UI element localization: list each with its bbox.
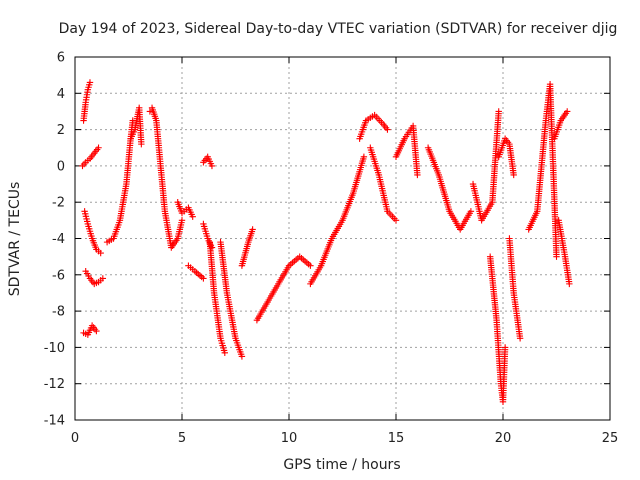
data-point (178, 217, 186, 224)
data-point (307, 262, 314, 269)
y-tick-label: 6 (57, 51, 65, 66)
chart-title: Day 194 of 2023, Sidereal Day-to-day VTE… (59, 21, 618, 37)
data-point (467, 208, 475, 215)
data-point (360, 153, 368, 161)
data-point (95, 144, 102, 151)
data-point (238, 353, 246, 360)
y-axis-label: SDTVAR / TECUs (7, 182, 23, 297)
data-point (221, 349, 228, 357)
y-tick-label: 0 (57, 159, 65, 174)
data-point (93, 327, 100, 335)
y-tick-label: -2 (52, 196, 65, 211)
data-point (99, 275, 107, 282)
data-point (553, 253, 560, 260)
y-tick-label: -12 (44, 377, 65, 392)
x-tick-label: 25 (602, 431, 619, 446)
data-point (249, 226, 256, 233)
data-point (86, 79, 94, 86)
y-tick-label: -4 (52, 232, 65, 247)
y-tick-label: 4 (57, 87, 65, 102)
data-point (516, 335, 524, 342)
data-point (392, 217, 400, 224)
y-tick-label: -10 (44, 341, 65, 356)
data-point (501, 344, 509, 351)
y-tick-label: -8 (52, 305, 65, 320)
data-point (495, 108, 502, 115)
y-tick-label: 2 (57, 123, 65, 138)
x-tick-labels: 0 5 10 15 20 25 (71, 431, 618, 446)
x-tick-label: 10 (281, 431, 298, 446)
data-point (566, 280, 573, 288)
y-tick-label: -6 (52, 268, 65, 283)
data-point (414, 171, 421, 179)
axis-ticks (74, 56, 611, 421)
grid (75, 57, 610, 420)
data-point (510, 171, 517, 179)
x-tick-label: 5 (178, 431, 186, 446)
y-tick-labels: 6 4 2 0 -2 -4 -6 -8 -10 -12 -14 (44, 51, 65, 429)
x-tick-label: 20 (495, 431, 512, 446)
x-tick-label: 0 (71, 431, 79, 446)
data-point (97, 249, 104, 257)
x-axis-label: GPS time / hours (283, 457, 400, 473)
data-points (79, 79, 573, 406)
y-tick-label: -14 (44, 414, 65, 429)
data-point (564, 108, 571, 115)
data-point (208, 162, 216, 170)
data-point (146, 108, 154, 115)
data-point (200, 275, 207, 282)
x-tick-label: 15 (388, 431, 405, 446)
data-point (138, 140, 145, 148)
data-point (384, 126, 391, 133)
data-point (189, 213, 196, 220)
